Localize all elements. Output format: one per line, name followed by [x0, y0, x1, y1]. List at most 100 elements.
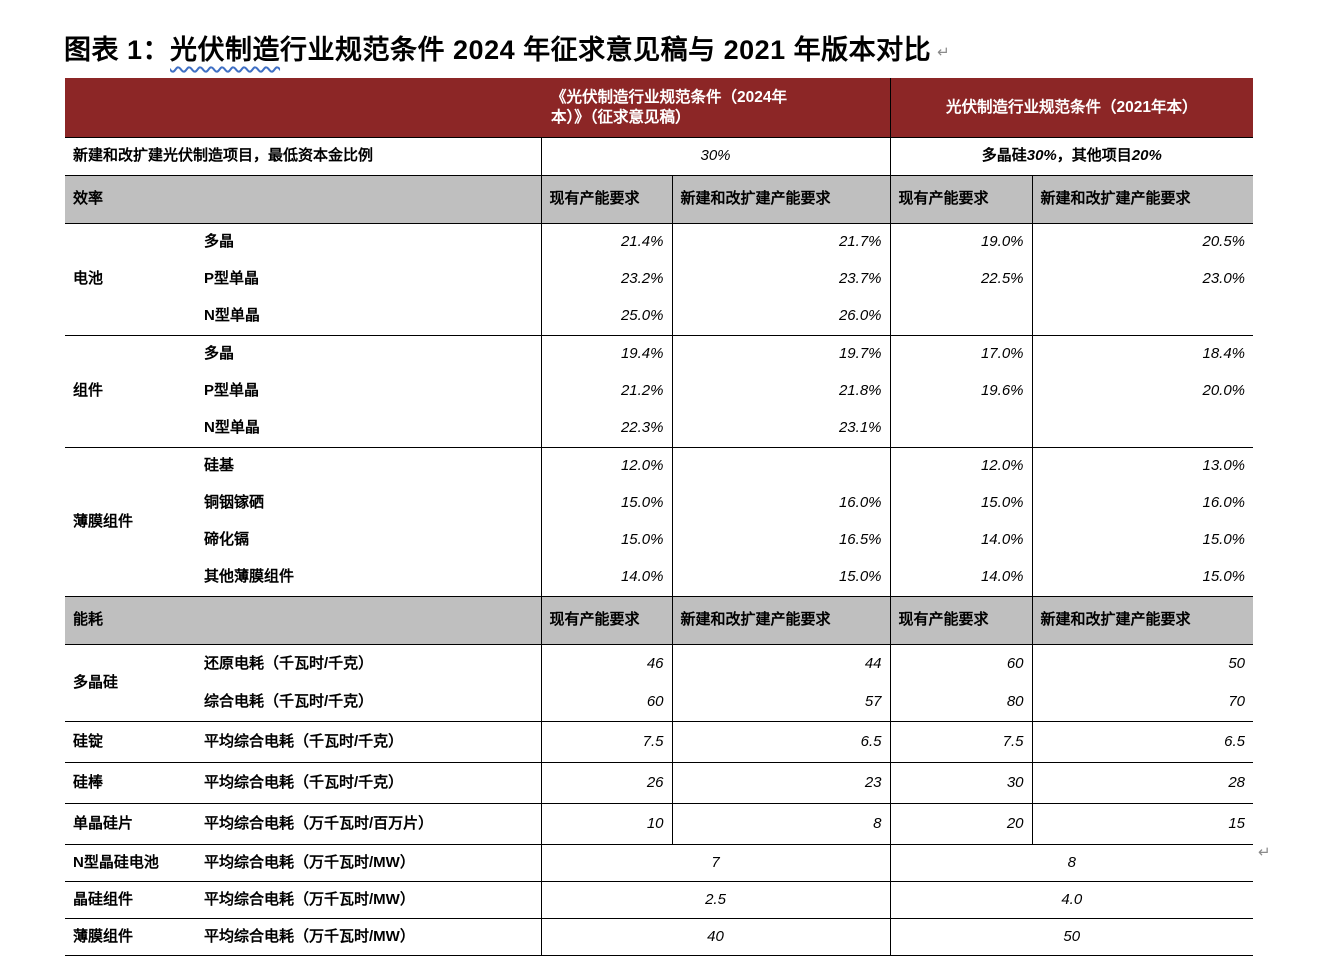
value-cell	[671, 447, 891, 485]
value-cell: 22.5%	[889, 261, 1033, 298]
value-cell-2024: 30%	[540, 137, 891, 176]
value-cell: 13.0%	[1031, 447, 1254, 485]
row-name: 平均综合电耗（千瓦时/千克）	[196, 762, 541, 804]
group-label: 多晶硅	[65, 644, 196, 722]
subheader-new-2021: 新建和改扩建产能要求	[1031, 596, 1254, 645]
value-cell: 44	[671, 644, 891, 683]
table-row: 硅棒 平均综合电耗（千瓦时/千克） 26 23 30 28	[65, 762, 1254, 804]
value-cell: 21.4%	[540, 223, 672, 261]
value-cell: 23.1%	[671, 410, 891, 448]
value-cell: 15.0%	[1031, 522, 1254, 559]
row-name: N型单晶	[204, 419, 260, 437]
value-cell: 25.0%	[540, 298, 672, 336]
value-cell: 19.7%	[671, 335, 891, 373]
group-label: 电池	[65, 223, 196, 336]
value-cell	[889, 410, 1033, 448]
table-row: 薄膜组件 平均综合电耗（万千瓦时/MW） 40 50	[65, 918, 1254, 956]
value-cell: 15.0%	[889, 485, 1033, 522]
value-cell: 23.7%	[671, 261, 891, 298]
capital-ratio-row: 新建和改扩建光伏制造项目，最低资本金比例 30% 多晶硅30%，其他项目20%	[65, 137, 1254, 176]
value-cell	[1031, 298, 1254, 336]
value-cell	[889, 298, 1033, 336]
value-cell: 26.0%	[671, 298, 891, 336]
row-name: 平均综合电耗（万千瓦时/MW）	[196, 844, 541, 882]
value-cell-2024: 40	[540, 918, 891, 956]
section-label: 能耗	[65, 596, 541, 645]
value-cell: 21.8%	[671, 373, 891, 410]
row-name: 铜铟镓硒	[204, 494, 265, 512]
row-name: 其他薄膜组件	[204, 568, 295, 586]
table-row: 其他薄膜组件 14.0% 15.0% 14.0% 15.0%	[65, 559, 1254, 597]
value-cell: 6.5	[671, 721, 891, 763]
value-cell: 28	[1031, 762, 1254, 804]
table-row: 晶硅组件 平均综合电耗（万千瓦时/MW） 2.5 4.0	[65, 881, 1254, 919]
row-name: N型单晶	[204, 307, 260, 325]
value-cell: 15.0%	[671, 559, 891, 597]
value-cell: 15.0%	[540, 485, 672, 522]
subheader-existing-2021: 现有产能要求	[889, 175, 1033, 224]
figure-title-rest: 行业规范条件 2024 年征求意见稿与 2021 年版本对比	[280, 35, 932, 65]
row-name: 平均综合电耗（万千瓦时/MW）	[196, 881, 541, 919]
value-cell: 20.0%	[1031, 373, 1254, 410]
table-row: N型晶硅电池 平均综合电耗（万千瓦时/MW） 7 8	[65, 844, 1254, 882]
paragraph-mark-icon: ↵	[937, 43, 951, 61]
table-row: 组件 多晶 19.4% 19.7% 17.0% 18.4%	[65, 335, 1254, 448]
value-cell: 20.5%	[1031, 223, 1254, 261]
value-part: 30%	[1026, 147, 1057, 165]
paragraph-mark-icon: ↵	[1258, 844, 1271, 861]
group-label: 晶硅组件	[65, 881, 196, 919]
value-cell	[1031, 410, 1254, 448]
value-part: 20%	[1131, 147, 1162, 165]
value-cell: 60	[889, 644, 1033, 683]
row-name: 平均综合电耗（千瓦时/千克）	[196, 721, 541, 763]
value-cell: 60	[540, 683, 672, 722]
header-doc-2024: 《光伏制造行业规范条件（2024年本）》（征求意见稿）	[541, 78, 891, 138]
group-label: 薄膜组件	[65, 447, 196, 597]
section-label: 效率	[65, 175, 541, 224]
row-name: 综合电耗（千瓦时/千克）	[204, 692, 374, 710]
comparison-table: 《光伏制造行业规范条件（2024年本）》（征求意见稿） 光伏制造行业规范条件（2…	[65, 78, 1254, 956]
value-cell: 20	[889, 803, 1033, 845]
value-cell-2024: 2.5	[540, 881, 891, 919]
value-cell: 19.6%	[889, 373, 1033, 410]
row-name: 平均综合电耗（万千瓦时/MW）	[196, 918, 541, 956]
value-cell: 19.0%	[889, 223, 1033, 261]
table-row: 多晶硅 还原电耗（千瓦时/千克） 46 44 60 50	[65, 644, 1254, 722]
value-cell: 30	[889, 762, 1033, 804]
group-label: 薄膜组件	[65, 918, 196, 956]
value-cell: 10	[540, 803, 672, 845]
efficiency-section-row: 效率 现有产能要求 新建和改扩建产能要求 现有产能要求 新建和改扩建产能要求	[65, 175, 1254, 224]
group-label: 硅锭	[65, 721, 196, 763]
row-name: 碲化镉	[204, 531, 250, 549]
subheader-existing-2024: 现有产能要求	[540, 596, 672, 645]
value-cell: 15.0%	[540, 522, 672, 559]
table-row: 单晶硅片 平均综合电耗（万千瓦时/百万片） 10 8 20 15	[65, 803, 1254, 845]
value-cell: 23.0%	[1031, 261, 1254, 298]
header-doc-2021: 光伏制造行业规范条件（2021年本）	[889, 78, 1254, 138]
figure-title-underlined-text: 光伏制造	[170, 35, 281, 65]
table-row: 铜铟镓硒 15.0% 16.0% 15.0% 16.0%	[65, 485, 1254, 522]
value-cell: 16.0%	[1031, 485, 1254, 522]
value-cell: 50	[1031, 644, 1254, 683]
subheader-existing-2024: 现有产能要求	[540, 175, 672, 224]
group-label: 组件	[65, 335, 196, 448]
group-label: N型晶硅电池	[65, 844, 196, 882]
value-cell: 15	[1031, 803, 1254, 845]
row-name: 多晶	[196, 223, 541, 261]
row-name: P型单晶	[204, 382, 260, 400]
value-cell: 14.0%	[889, 559, 1033, 597]
value-part: ，其他项目	[1056, 147, 1132, 165]
value-cell: 21.7%	[671, 223, 891, 261]
value-cell-2021: 多晶硅30%，其他项目20%	[889, 137, 1254, 176]
subheader-existing-2021: 现有产能要求	[889, 596, 1033, 645]
value-cell: 7.5	[540, 721, 672, 763]
value-cell: 14.0%	[889, 522, 1033, 559]
value-cell: 19.4%	[540, 335, 672, 373]
group-label: 单晶硅片	[65, 803, 196, 845]
value-cell: 22.3%	[540, 410, 672, 448]
row-name: 多晶	[196, 335, 541, 373]
figure-title-prefix: 图表 1：	[64, 35, 171, 65]
row-name: P型单晶	[204, 270, 260, 288]
value-cell: 12.0%	[889, 447, 1033, 485]
value-cell: 16.5%	[671, 522, 891, 559]
